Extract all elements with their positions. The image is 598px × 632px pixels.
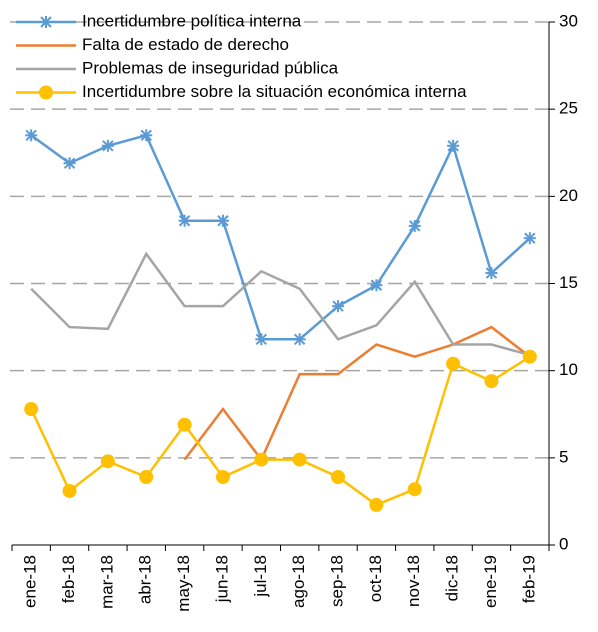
x-tick-label: ene-19 <box>481 555 500 608</box>
data-point <box>62 483 77 498</box>
marker-stroke <box>25 129 37 142</box>
y-tick-label: 10 <box>559 360 578 379</box>
x-tick-label: dic-18 <box>443 555 462 601</box>
x-tick-label: jul-18 <box>251 555 270 598</box>
marker-stroke <box>178 215 191 227</box>
marker-stroke <box>409 220 421 232</box>
marker-stroke <box>370 279 383 291</box>
data-point <box>25 129 38 142</box>
marker-stroke <box>293 333 306 345</box>
data-point <box>522 349 537 364</box>
marker-stroke <box>63 157 76 169</box>
marker-stroke <box>40 16 52 28</box>
data-point <box>100 454 115 469</box>
data-point <box>63 157 76 170</box>
marker-stroke <box>447 140 459 152</box>
marker-stroke <box>255 333 268 345</box>
data-point <box>140 129 153 142</box>
series-line <box>30 251 531 357</box>
marker-stroke <box>140 129 152 142</box>
data-point <box>408 219 421 232</box>
x-tick-label: nov-18 <box>404 555 423 607</box>
x-tick-label: mar-18 <box>97 555 116 609</box>
y-tick-label: 30 <box>559 11 578 30</box>
legend-label: Falta de estado de derecho <box>82 35 289 54</box>
y-tick-label: 15 <box>559 273 578 292</box>
data-point <box>407 482 422 497</box>
data-point <box>254 452 269 467</box>
y-tick-label: 20 <box>559 186 578 205</box>
series-line <box>183 325 531 463</box>
x-tick-label: abr-18 <box>136 555 155 604</box>
data-point <box>292 452 307 467</box>
marker-stroke <box>217 215 229 227</box>
marker-stroke <box>332 300 344 312</box>
data-point <box>370 279 383 292</box>
marker-stroke <box>524 232 536 244</box>
data-point <box>446 356 461 371</box>
y-tick-label: 5 <box>559 447 568 466</box>
legend-marker <box>40 16 52 28</box>
data-point <box>484 374 499 389</box>
marker-stroke <box>485 267 498 279</box>
data-point <box>523 232 536 245</box>
legend-marker <box>39 85 53 100</box>
data-point <box>216 214 229 227</box>
x-tick-label: may-18 <box>174 555 193 612</box>
data-point <box>178 214 191 227</box>
x-tick-label: oct-18 <box>366 555 385 602</box>
data-point <box>447 139 460 152</box>
legend-label: Problemas de inseguridad pública <box>82 58 339 77</box>
data-point <box>215 470 230 485</box>
series-line <box>30 133 531 341</box>
data-point <box>101 139 114 152</box>
data-point <box>293 333 306 346</box>
y-tick-label: 25 <box>559 99 578 118</box>
legend-label: Incertidumbre política interna <box>82 11 302 30</box>
y-tick-label: 0 <box>559 534 568 553</box>
x-tick-label: ene-18 <box>21 555 40 608</box>
x-tick-label: feb-18 <box>59 555 78 603</box>
data-point <box>485 267 498 280</box>
data-point <box>177 417 192 432</box>
data-point <box>332 300 345 313</box>
marker-stroke <box>102 140 114 152</box>
data-point <box>369 497 384 512</box>
x-tick-label: sep-18 <box>328 555 347 607</box>
x-tick-label: ago-18 <box>289 555 308 608</box>
series-line <box>30 355 531 507</box>
x-tick-label: feb-19 <box>519 555 538 603</box>
legend-label: Incertidumbre sobre la situación económi… <box>82 82 467 101</box>
x-tick-label: jun-18 <box>212 555 231 603</box>
data-point <box>255 333 268 346</box>
data-point <box>139 470 154 485</box>
data-point <box>331 470 346 485</box>
data-point <box>24 402 39 417</box>
